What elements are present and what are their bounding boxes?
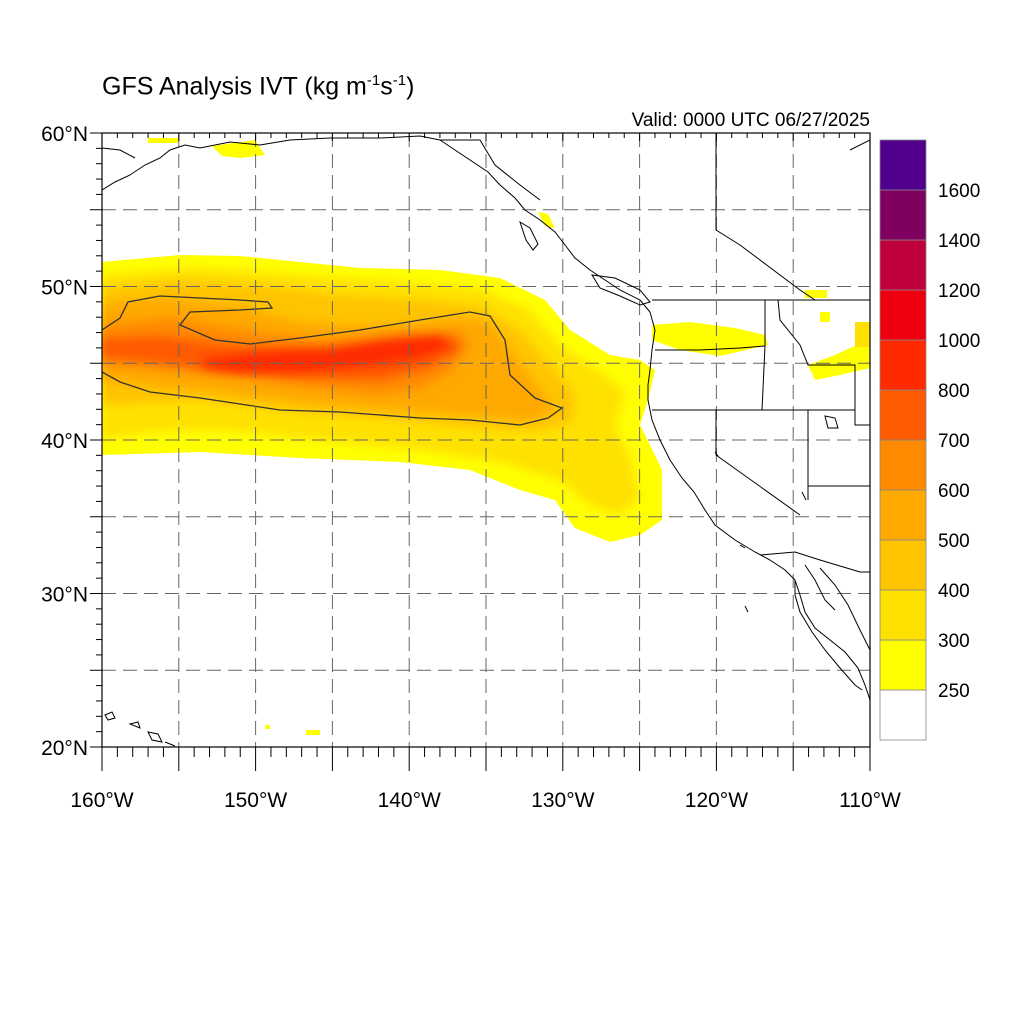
colorbar-label: 700 xyxy=(938,431,970,452)
lat-label: 40°N xyxy=(41,430,88,453)
colorbar-swatch xyxy=(879,139,927,191)
lon-label: 140°W xyxy=(378,789,441,812)
lat-label: 20°N xyxy=(41,737,88,760)
valid-time-label: Valid: 0000 UTC 06/27/2025 xyxy=(631,110,870,131)
lon-label: 160°W xyxy=(70,789,133,812)
axis-ticks xyxy=(90,132,871,771)
colorbar-label: 800 xyxy=(938,381,970,402)
colorbar-swatch xyxy=(879,389,927,441)
ivt-patch xyxy=(265,725,270,729)
ivt-patch xyxy=(148,138,178,143)
lon-label: 120°W xyxy=(685,789,748,812)
lat-label: 50°N xyxy=(41,277,88,300)
political-borders xyxy=(440,133,870,573)
colorbar-label: 1000 xyxy=(938,331,980,352)
lon-label: 110°W xyxy=(839,789,901,812)
colorbar-swatch xyxy=(879,639,927,691)
ivt-shading xyxy=(102,138,870,735)
colorbar-swatch xyxy=(879,539,927,591)
ivt-patch xyxy=(538,212,555,228)
colorbar-label: 400 xyxy=(938,581,970,602)
colorbar: 250 300 400 500 600 700 800 1000 1200 1400 1600 xyxy=(879,139,980,741)
ivt-contour-500 xyxy=(102,295,564,426)
longitude-labels: 160°W 150°W 140°W 130°W 120°W 110°W xyxy=(70,789,901,812)
colorbar-label: 1600 xyxy=(938,181,980,202)
colorbar-swatch xyxy=(879,689,927,741)
ivt-patch xyxy=(652,322,768,356)
colorbar-swatch xyxy=(879,189,927,241)
colorbar-label: 500 xyxy=(938,531,970,552)
ivt-patch xyxy=(306,730,320,735)
ivt-patch xyxy=(820,312,830,322)
latitude-labels: 20°N 30°N 40°N 50°N 60°N xyxy=(41,123,88,760)
map-title: GFS Analysis IVT (kg m-1s-1) xyxy=(102,72,415,101)
lat-label: 60°N xyxy=(41,123,88,146)
coastlines xyxy=(102,135,870,747)
colorbar-swatch xyxy=(879,239,927,291)
colorbar-label: 600 xyxy=(938,481,970,502)
ivt-patch xyxy=(855,322,870,347)
colorbar-swatch xyxy=(879,439,927,491)
colorbar-label: 250 xyxy=(938,681,970,702)
colorbar-swatch xyxy=(879,339,927,391)
colorbar-label: 1200 xyxy=(938,281,980,302)
colorbar-swatch xyxy=(879,489,927,541)
colorbar-swatch xyxy=(879,589,927,641)
colorbar-label: 300 xyxy=(938,631,970,652)
ivt-patch xyxy=(805,290,827,298)
lon-label: 130°W xyxy=(531,789,594,812)
colorbar-swatch xyxy=(879,289,927,341)
gridlines xyxy=(102,133,870,747)
colorbar-label: 1400 xyxy=(938,231,980,252)
lat-label: 30°N xyxy=(41,584,88,607)
lon-label: 150°W xyxy=(224,789,287,812)
